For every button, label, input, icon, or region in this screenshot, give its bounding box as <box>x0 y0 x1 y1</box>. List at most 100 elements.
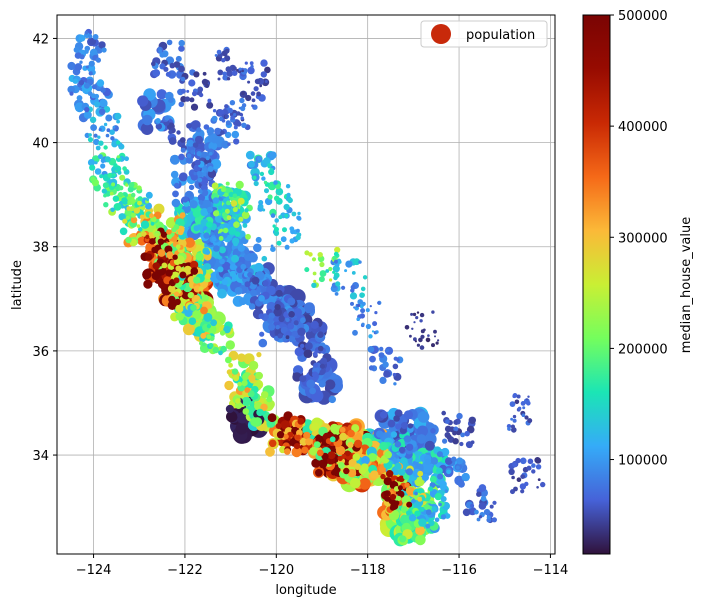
scatter-point <box>185 190 193 198</box>
scatter-point <box>383 370 391 378</box>
scatter-point <box>216 49 222 55</box>
scatter-point <box>190 260 199 269</box>
scatter-point <box>416 343 420 347</box>
scatter-point <box>197 177 203 183</box>
scatter-point <box>311 257 317 262</box>
scatter-point <box>394 462 402 470</box>
scatter-point <box>94 93 100 99</box>
scatter-point <box>431 310 435 314</box>
scatter-point <box>164 115 170 121</box>
scatter-point <box>226 381 233 389</box>
scatter-point <box>188 317 197 326</box>
scatter-point <box>78 79 85 86</box>
scatter-point <box>130 216 138 224</box>
scatter-point <box>430 428 436 434</box>
scatter-point <box>145 253 153 261</box>
scatter-point <box>382 361 389 368</box>
scatter-point <box>437 339 440 342</box>
scatter-point <box>112 125 116 129</box>
scatter-point <box>121 197 128 204</box>
scatter-point <box>224 104 229 109</box>
scatter-point <box>165 269 173 277</box>
scatter-point <box>318 276 325 283</box>
scatter-point <box>457 480 465 488</box>
scatter-point <box>231 130 240 139</box>
scatter-point <box>241 380 248 387</box>
scatter-point <box>131 212 136 218</box>
x-tick-label: −120 <box>258 563 294 578</box>
scatter-point <box>244 281 251 288</box>
scatter-point <box>84 110 91 118</box>
scatter-point <box>283 411 293 421</box>
scatter-point <box>253 86 259 92</box>
scatter-point <box>348 458 357 467</box>
scatter-point <box>193 225 200 232</box>
scatter-point <box>159 52 165 58</box>
scatter-point <box>149 213 155 219</box>
scatter-point <box>396 476 401 482</box>
scatter-point <box>157 238 165 245</box>
scatter-point <box>420 334 425 339</box>
scatter-point <box>451 456 457 463</box>
scatter-point <box>116 140 121 145</box>
scatter-point <box>167 70 177 79</box>
scatter-point <box>237 381 242 387</box>
scatter-point <box>349 292 358 300</box>
scatter-point <box>84 49 89 54</box>
scatter-point <box>89 38 97 46</box>
scatter-point <box>259 331 265 337</box>
scatter-point <box>370 470 379 479</box>
scatter-point <box>113 163 118 168</box>
scatter-point <box>251 276 260 285</box>
scatter-point <box>421 496 426 501</box>
scatter-point <box>247 80 251 84</box>
scatter-point <box>229 100 236 106</box>
scatter-point <box>262 280 269 287</box>
scatter-point <box>308 252 313 257</box>
colorbar <box>582 14 611 555</box>
scatter-point <box>358 467 367 475</box>
scatter-point <box>149 238 156 245</box>
scatter-point <box>441 410 447 416</box>
scatter-point <box>297 216 302 221</box>
scatter-point <box>221 140 230 149</box>
scatter-point <box>125 183 129 187</box>
scatter-point <box>393 415 400 422</box>
scatter-point <box>516 394 521 399</box>
scatter-point <box>280 420 290 430</box>
scatter-point <box>274 304 281 311</box>
scatter-point <box>508 468 515 475</box>
scatter-point <box>317 331 324 339</box>
scatter-point <box>320 357 328 365</box>
scatter-point <box>145 202 152 210</box>
scatter-point <box>296 232 301 237</box>
scatter-point <box>517 406 522 411</box>
scatter-point <box>154 232 160 238</box>
scatter-point <box>233 138 240 145</box>
scatter-point <box>478 502 487 510</box>
scatter-point <box>232 374 240 382</box>
scatter-point <box>259 171 265 177</box>
scatter-point <box>351 424 360 433</box>
scatter-point <box>258 200 263 204</box>
scatter-point <box>492 500 497 505</box>
y-axis-ticks: 34 36 38 40 42 <box>32 32 57 464</box>
scatter-point <box>242 223 248 228</box>
scatter-point <box>415 534 426 546</box>
scatter-point <box>283 433 289 440</box>
scatter-point <box>515 457 521 464</box>
scatter-point <box>284 213 289 218</box>
scatter-point <box>311 282 317 288</box>
scatter-point <box>224 208 230 214</box>
scatter-point <box>137 95 149 107</box>
scatter-point <box>208 151 213 156</box>
scatter-point <box>341 454 347 459</box>
scatter-point <box>424 458 431 465</box>
scatter-point <box>404 482 410 488</box>
x-tick-label: −118 <box>350 563 386 578</box>
scatter-point <box>456 412 463 420</box>
scatter-point <box>210 319 218 327</box>
scatter-point <box>72 78 79 84</box>
scatter-point <box>100 158 106 164</box>
scatter-point <box>512 414 517 419</box>
